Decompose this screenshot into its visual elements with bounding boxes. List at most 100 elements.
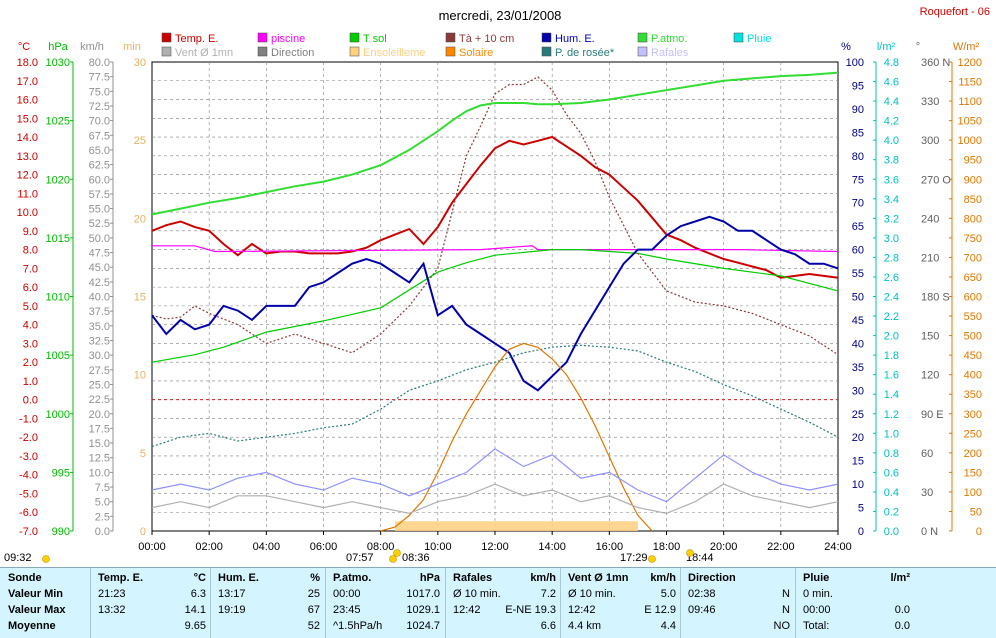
- humidity-tick-label: 80: [852, 151, 864, 163]
- summary-header-label: Hum. E.: [218, 572, 259, 584]
- temp-tick-label: 9.0: [23, 226, 38, 238]
- wind-tick-label: 0.0: [95, 526, 110, 538]
- summary-header-label: Sonde: [8, 572, 42, 584]
- rain-tick-label: 1.4: [884, 389, 899, 401]
- wind-tick-label: 27.5: [89, 365, 110, 377]
- sun-icon: [648, 555, 656, 563]
- temp-tick-label: -7.0: [19, 526, 38, 538]
- time-tick-label: 22:00: [767, 541, 795, 553]
- summary-cell-value: 5.0: [660, 588, 676, 600]
- direction-tick-label: 270 O: [921, 174, 951, 186]
- legend-swatch: [733, 32, 744, 43]
- summary-column-divider: [445, 568, 446, 638]
- wind-tick-label: 55.0: [89, 204, 110, 216]
- legend-label: Temp. E.: [175, 33, 218, 45]
- humidity-tick-label: 35: [852, 362, 864, 374]
- sun-icon: [389, 555, 397, 563]
- legend-swatch: [349, 46, 360, 57]
- rain-tick-label: 3.2: [884, 213, 899, 225]
- summary-cell-value: 6.6: [540, 620, 556, 632]
- humidity-tick-label: 40: [852, 338, 864, 350]
- summary-column-divider: [325, 568, 326, 638]
- sun-tick-label: 10: [134, 370, 146, 382]
- sun-time-sunset: 17:29: [620, 552, 648, 564]
- summary-cell-value: 1017.0: [406, 588, 440, 600]
- temp-tick-label: 6.0: [23, 282, 38, 294]
- time-tick-label: 20:00: [710, 541, 738, 553]
- humidity-tick-label: 75: [852, 174, 864, 186]
- series-hum-e: [151, 215, 839, 392]
- time-tick-label: 16:00: [596, 541, 624, 553]
- legend-label: Ensoleilleme: [363, 47, 425, 59]
- summary-cell-label: 00:00: [803, 604, 831, 616]
- summary-cell-label: 12:42: [453, 604, 481, 616]
- weather-chart: mercredi, 23/01/2008 Roquefort - 06 Temp…: [4, 6, 990, 564]
- summary-cell-label: 23:45: [333, 604, 361, 616]
- direction-tick-label: 0 N: [921, 526, 938, 538]
- temp-tick-label: -4.0: [19, 470, 38, 482]
- sun-tick-label: 30: [134, 57, 146, 69]
- summary-cell-label: 19:19: [218, 604, 246, 616]
- rain-tick-label: 4.8: [884, 57, 899, 69]
- summary-cell-label: Ø 10 min.: [453, 588, 501, 600]
- pressure-tick-label: 1000: [46, 409, 70, 421]
- temp-tick-label: 13.0: [17, 151, 38, 163]
- legend-label: Rafales: [651, 47, 689, 59]
- direction-tick-label: 210: [921, 252, 939, 264]
- temp-tick-label: -1.0: [19, 413, 38, 425]
- solar-tick-label: 50: [970, 506, 982, 518]
- rain-tick-label: 1.0: [884, 428, 899, 440]
- summary-header-unit: °C: [193, 572, 206, 584]
- sun-tick-label: 5: [140, 448, 146, 460]
- direction-tick-label: 330: [921, 96, 939, 108]
- wind-tick-label: 2.5: [95, 511, 110, 523]
- series-temp-e: [151, 135, 839, 279]
- sun-icon: [686, 549, 694, 557]
- temp-tick-label: 2.0: [23, 357, 38, 369]
- time-tick-label: 10:00: [424, 541, 452, 553]
- temp-tick-label: -6.0: [19, 507, 38, 519]
- solar-tick-label: 150: [964, 467, 982, 479]
- summary-column-divider: [680, 568, 681, 638]
- direction-tick-label: 60: [921, 448, 933, 460]
- humidity-tick-label: 65: [852, 221, 864, 233]
- summary-cell-label: 00:00: [333, 588, 361, 600]
- summary-cell-label: 21:23: [98, 588, 126, 600]
- solar-tick-label: 1200: [958, 57, 982, 69]
- summary-column-divider: [795, 568, 796, 638]
- sun-tick-label: 25: [134, 135, 146, 147]
- sun-icon: [42, 555, 50, 563]
- temp-tick-label: -5.0: [19, 488, 38, 500]
- summary-column-divider: [560, 568, 561, 638]
- temp-tick-label: 7.0: [23, 263, 38, 275]
- legend-swatch: [257, 32, 268, 43]
- sun-icon: [393, 549, 401, 557]
- dir-unit-label: °: [916, 41, 920, 53]
- temp-tick-label: -2.0: [19, 432, 38, 444]
- summary-row-label: Valeur Min: [8, 588, 64, 600]
- solar-tick-label: 700: [964, 252, 982, 264]
- humidity-tick-label: 10: [852, 479, 864, 491]
- series-t-10-cm: [151, 76, 839, 356]
- solar-tick-label: 0: [976, 526, 982, 538]
- direction-tick-label: 90 E: [921, 409, 944, 421]
- rain-tick-label: 4.6: [884, 77, 899, 89]
- solar-tick-label: 1150: [958, 77, 982, 89]
- humidity-tick-label: 15: [852, 456, 864, 468]
- humidity-tick-label: 0: [858, 526, 864, 538]
- wind-tick-label: 7.5: [95, 482, 110, 494]
- time-tick-label: 12:00: [481, 541, 509, 553]
- temp-tick-label: 8.0: [23, 245, 38, 257]
- solar-tick-label: 400: [964, 370, 982, 382]
- wind-tick-label: 70.0: [89, 116, 110, 128]
- legend-swatch: [161, 32, 172, 43]
- temp-tick-label: 12.0: [17, 170, 38, 182]
- summary-header-unit: l/m²: [890, 572, 910, 584]
- direction-tick-label: 360 N: [921, 57, 950, 69]
- summary-panel: Sonde Temp. E. °C Hum. E.% P.atmo. hPa Rafales…: [0, 567, 996, 638]
- solar-tick-label: 550: [964, 311, 982, 323]
- humidity-tick-label: 30: [852, 385, 864, 397]
- wind-tick-label: 35.0: [89, 321, 110, 333]
- summary-cell-label: Total:: [803, 620, 830, 632]
- time-tick-label: 24:00: [824, 541, 852, 553]
